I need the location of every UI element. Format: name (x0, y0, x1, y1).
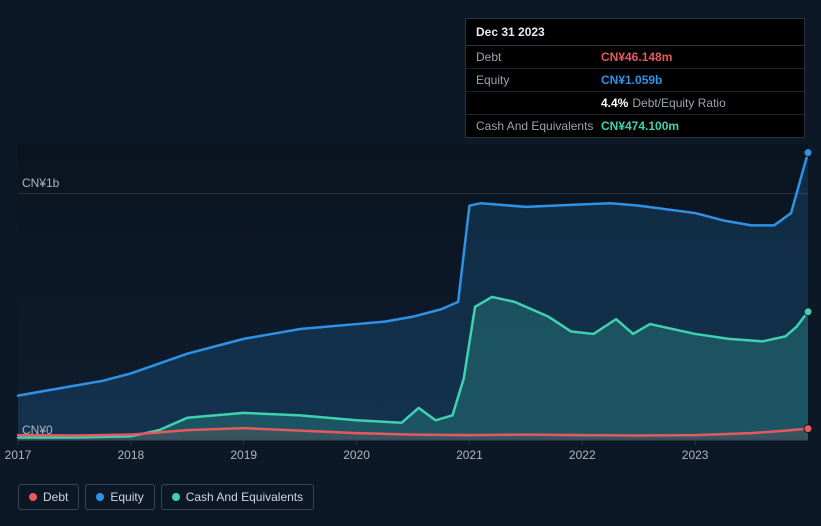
x-tick-label: 2021 (456, 448, 483, 462)
y-tick-label: CN¥0 (22, 423, 53, 437)
tooltip-row: Cash And EquivalentsCN¥474.100m (466, 115, 804, 137)
x-tick-label: 2018 (117, 448, 144, 462)
legend-dot (29, 493, 37, 501)
tooltip-row-extra: Debt/Equity Ratio (632, 96, 725, 110)
x-tick-label: 2023 (682, 448, 709, 462)
tooltip-title: Dec 31 2023 (466, 19, 804, 46)
end-dot-cash (804, 308, 812, 316)
tooltip-row-label: Debt (476, 50, 601, 64)
legend-item-equity[interactable]: Equity (85, 484, 154, 510)
x-tick-label: 2017 (5, 448, 32, 462)
tooltip-row-value: CN¥46.148m (601, 50, 672, 64)
tooltip-row-value: CN¥1.059b (601, 73, 662, 87)
y-tick-label: CN¥1b (22, 176, 59, 190)
legend-dot (172, 493, 180, 501)
legend-label: Debt (43, 490, 68, 504)
tooltip-row: DebtCN¥46.148m (466, 46, 804, 69)
legend-label: Cash And Equivalents (186, 490, 303, 504)
x-tick-label: 2022 (569, 448, 596, 462)
tooltip-row-label: Equity (476, 73, 601, 87)
tooltip-row-value: CN¥474.100m (601, 119, 679, 133)
end-dot-equity (804, 149, 812, 157)
data-tooltip: Dec 31 2023 DebtCN¥46.148mEquityCN¥1.059… (465, 18, 805, 138)
x-tick-label: 2020 (343, 448, 370, 462)
tooltip-row-label (476, 96, 601, 110)
x-tick-label: 2019 (230, 448, 257, 462)
tooltip-row-value: 4.4% (601, 96, 628, 110)
legend: Debt Equity Cash And Equivalents (18, 484, 314, 510)
legend-item-debt[interactable]: Debt (18, 484, 79, 510)
tooltip-row: 4.4% Debt/Equity Ratio (466, 92, 804, 115)
tooltip-row: EquityCN¥1.059b (466, 69, 804, 92)
legend-item-cash-and-equivalents[interactable]: Cash And Equivalents (161, 484, 314, 510)
legend-dot (96, 493, 104, 501)
tooltip-row-label: Cash And Equivalents (476, 119, 601, 133)
legend-label: Equity (110, 490, 143, 504)
end-dot-debt (804, 425, 812, 433)
